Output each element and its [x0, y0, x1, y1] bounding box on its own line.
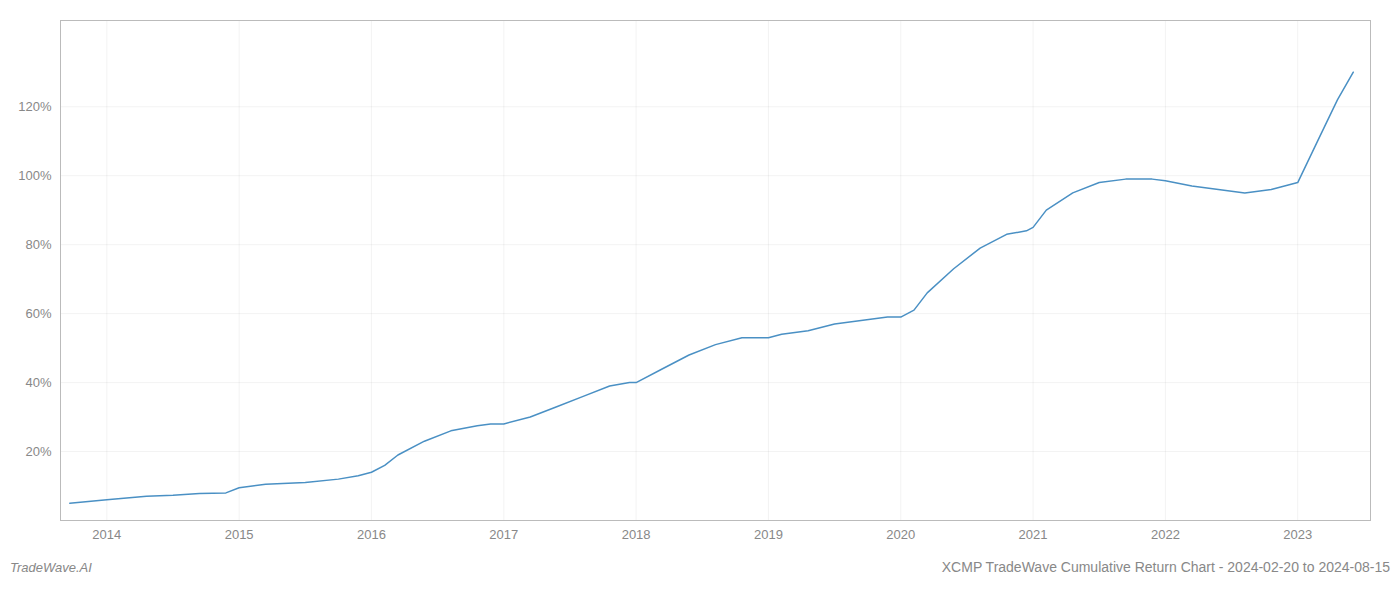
svg-text:2014: 2014: [92, 527, 121, 542]
svg-text:2022: 2022: [1151, 527, 1180, 542]
html-text:TradeWave.AI: TradeWave.AI: [10, 560, 92, 575]
svg-text:80%: 80%: [25, 237, 51, 252]
svg-text:60%: 60%: [25, 306, 51, 321]
svg-text:120%: 120%: [18, 99, 52, 114]
svg-text:2020: 2020: [886, 527, 915, 542]
svg-text:100%: 100%: [18, 168, 52, 183]
svg-text:40%: 40%: [25, 375, 51, 390]
svg-text:2018: 2018: [622, 527, 651, 542]
svg-text:2021: 2021: [1019, 527, 1048, 542]
svg-text:2023: 2023: [1283, 527, 1312, 542]
svg-text:2019: 2019: [754, 527, 783, 542]
svg-text:2017: 2017: [489, 527, 518, 542]
svg-text:2015: 2015: [225, 527, 254, 542]
svg-text:2016: 2016: [357, 527, 386, 542]
svg-text:20%: 20%: [25, 444, 51, 459]
html-text:XCMP TradeWave Cumulative Retu: XCMP TradeWave Cumulative Return Chart -…: [941, 559, 1390, 575]
